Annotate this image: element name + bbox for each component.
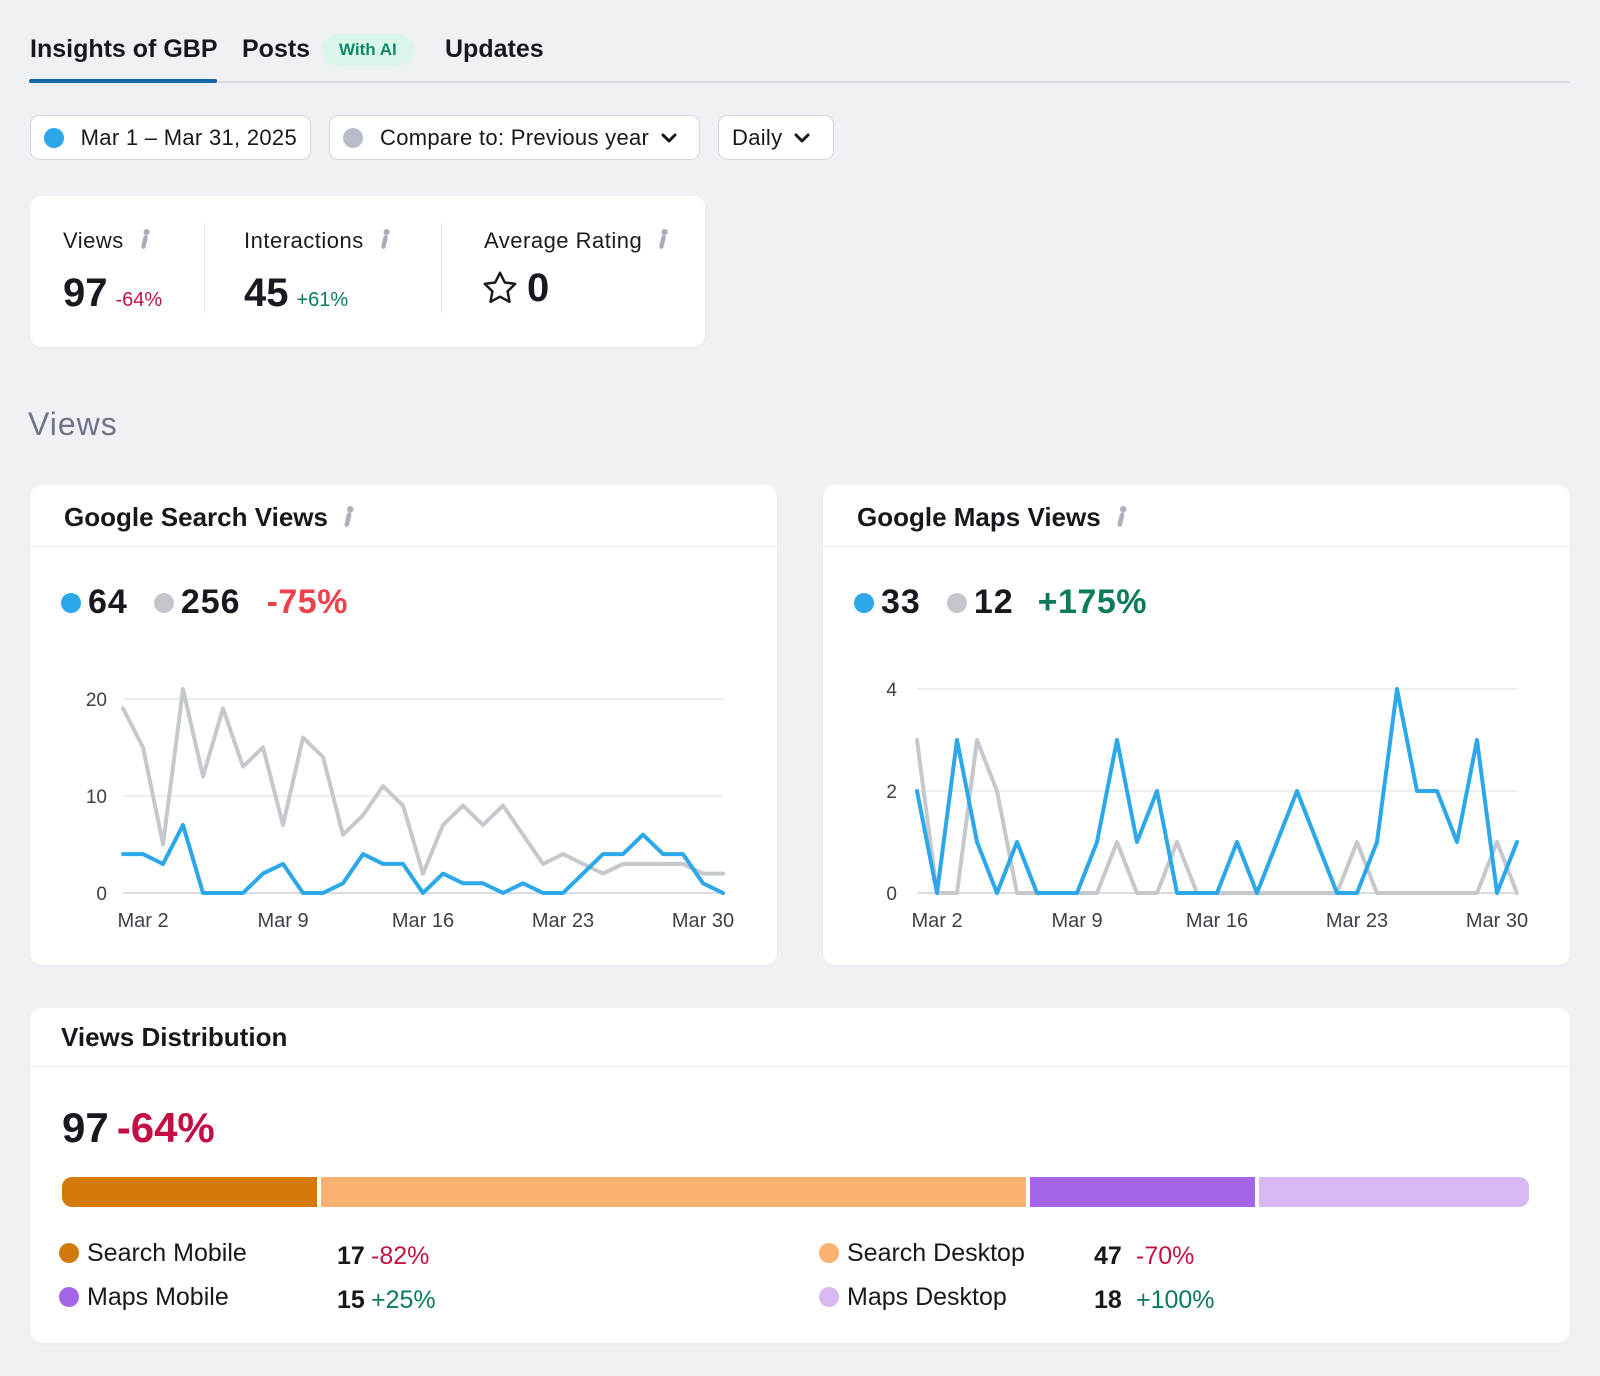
svg-text:Mar 2: Mar 2 bbox=[911, 910, 962, 932]
svg-text:Mar 16: Mar 16 bbox=[1186, 910, 1248, 932]
svg-text:Mar 23: Mar 23 bbox=[1326, 910, 1388, 932]
svg-text:4: 4 bbox=[886, 680, 897, 701]
svg-text:0: 0 bbox=[96, 884, 107, 905]
svg-text:Mar 16: Mar 16 bbox=[392, 910, 454, 932]
svg-text:Mar 2: Mar 2 bbox=[117, 910, 168, 932]
svg-text:Mar 9: Mar 9 bbox=[257, 910, 308, 932]
svg-text:Mar 30: Mar 30 bbox=[672, 910, 734, 932]
svg-text:0: 0 bbox=[886, 884, 897, 905]
svg-text:Mar 9: Mar 9 bbox=[1051, 910, 1102, 932]
svg-text:2: 2 bbox=[886, 782, 897, 803]
svg-text:Mar 30: Mar 30 bbox=[1466, 910, 1528, 932]
svg-text:20: 20 bbox=[86, 690, 107, 711]
svg-text:10: 10 bbox=[86, 787, 107, 808]
svg-text:Mar 23: Mar 23 bbox=[532, 910, 594, 932]
